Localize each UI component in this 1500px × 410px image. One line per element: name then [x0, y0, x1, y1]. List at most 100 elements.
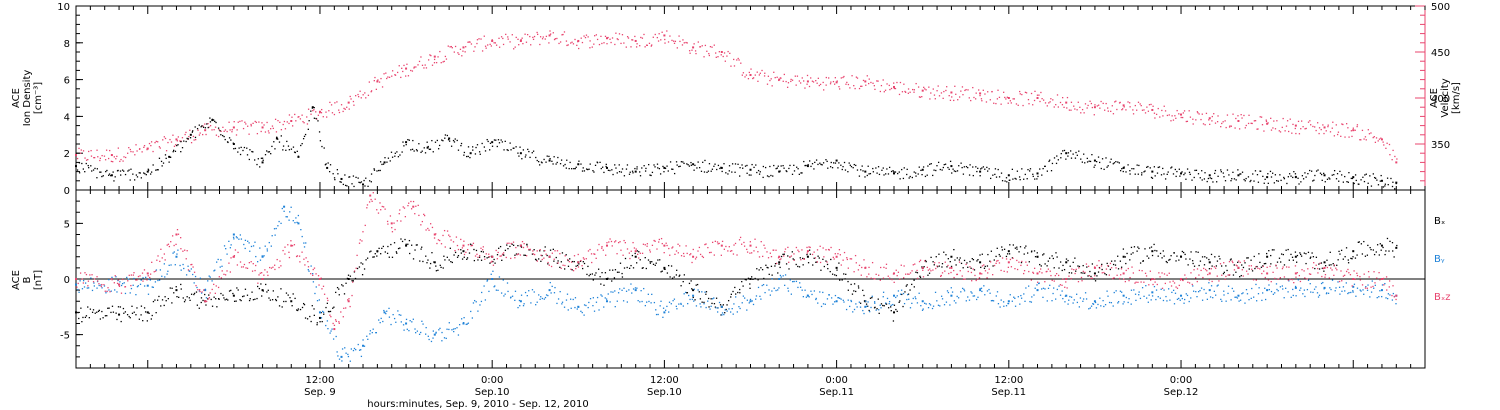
- by-sample: [375, 331, 377, 334]
- velocity-sample: [896, 81, 898, 84]
- velocity-sample: [868, 82, 870, 85]
- by-sample: [1133, 289, 1135, 291]
- density-sample: [984, 168, 986, 170]
- velocity-sample: [1192, 118, 1194, 120]
- bx-sample: [1296, 254, 1299, 257]
- density-sample: [1136, 164, 1138, 166]
- density-sample: [329, 164, 332, 166]
- velocity-sample: [507, 38, 509, 40]
- by-sample: [718, 301, 721, 304]
- velocity-sample: [932, 88, 934, 90]
- bx-sample: [1083, 272, 1086, 274]
- velocity-sample: [154, 141, 156, 144]
- velocity-sample: [1211, 120, 1213, 122]
- bz-sample: [1295, 276, 1297, 278]
- by-sample: [1092, 302, 1094, 305]
- velocity-sample: [856, 77, 859, 79]
- by-sample: [149, 279, 152, 281]
- velocity-sample: [1394, 155, 1396, 158]
- bx-sample: [713, 303, 716, 305]
- bz-sample: [626, 248, 629, 250]
- bz-sample: [1370, 286, 1372, 288]
- by-sample: [170, 264, 172, 266]
- bz-sample: [977, 278, 979, 280]
- density-sample: [259, 166, 261, 168]
- bz-sample: [298, 255, 301, 257]
- bz-sample: [1277, 278, 1279, 280]
- density-sample: [782, 164, 784, 167]
- density-sample: [444, 134, 447, 136]
- bx-sample: [569, 258, 571, 260]
- by-sample: [329, 332, 331, 334]
- velocity-sample: [1066, 96, 1069, 99]
- by-sample: [808, 296, 810, 298]
- density-sample: [628, 173, 631, 175]
- velocity-sample: [120, 158, 122, 161]
- density-sample: [509, 142, 511, 144]
- bz-sample: [680, 255, 683, 257]
- bz-sample: [1386, 289, 1388, 291]
- density-sample: [840, 164, 842, 166]
- bz-sample: [784, 248, 787, 250]
- bx-sample: [1180, 255, 1182, 257]
- velocity-sample: [1040, 91, 1042, 94]
- by-sample: [626, 301, 628, 303]
- velocity-sample: [1265, 119, 1267, 121]
- density-sample: [1307, 172, 1309, 175]
- bz-sample: [864, 266, 867, 269]
- velocity-sample: [94, 156, 96, 159]
- bz-sample: [1049, 270, 1051, 272]
- by-sample: [490, 273, 492, 275]
- density-sample: [346, 185, 348, 187]
- density-sample: [819, 162, 821, 164]
- velocity-sample: [851, 75, 853, 77]
- bx-sample: [597, 268, 600, 270]
- density-sample: [177, 144, 179, 146]
- by-sample: [1359, 289, 1361, 291]
- velocity-sample: [459, 48, 462, 50]
- bz-point: [146, 272, 149, 275]
- bz-sample: [92, 281, 95, 283]
- bz-sample: [1267, 279, 1270, 281]
- by-sample: [563, 306, 566, 308]
- velocity-sample: [830, 81, 832, 83]
- bz-sample: [1108, 274, 1110, 276]
- velocity-sample: [179, 140, 181, 142]
- bx-sample: [699, 298, 702, 300]
- bx-sample: [624, 257, 627, 260]
- by-sample: [748, 302, 750, 304]
- bz-sample: [128, 274, 130, 277]
- density-sample: [568, 167, 570, 170]
- bx-sample: [1220, 265, 1223, 267]
- bz-sample: [868, 266, 870, 269]
- bz-sample: [1118, 277, 1121, 280]
- bz-sample: [1281, 267, 1284, 270]
- bz-sample: [964, 278, 966, 280]
- velocity-sample: [195, 138, 197, 141]
- by-sample: [183, 267, 185, 270]
- by-sample: [1188, 300, 1190, 303]
- bx-sample: [589, 273, 592, 276]
- velocity-sample: [387, 76, 389, 78]
- bz-sample: [1054, 274, 1056, 277]
- bx-sample: [99, 318, 102, 320]
- velocity-sample: [172, 134, 174, 136]
- bx-sample: [517, 245, 519, 247]
- by-sample: [435, 331, 437, 334]
- by-sample: [385, 312, 387, 315]
- bx-sample: [1283, 264, 1286, 266]
- density-sample: [287, 145, 290, 147]
- density-sample: [892, 170, 894, 172]
- density-sample: [757, 169, 760, 172]
- velocity-sample: [484, 45, 487, 47]
- density-sample: [168, 155, 170, 158]
- density-sample: [139, 172, 141, 174]
- bz-sample: [916, 269, 918, 272]
- density-sample: [783, 167, 785, 169]
- by-sample: [303, 242, 305, 244]
- velocity-sample: [1256, 128, 1258, 130]
- density-point: [979, 170, 982, 173]
- bz-sample: [151, 261, 153, 263]
- velocity-sample: [1180, 116, 1182, 119]
- by-sample: [406, 328, 408, 330]
